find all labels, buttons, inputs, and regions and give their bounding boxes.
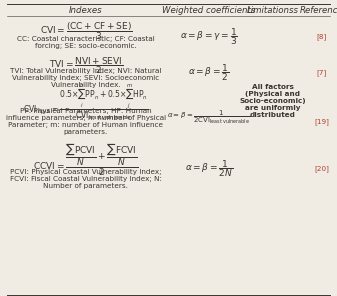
Text: [19]: [19]	[314, 118, 329, 125]
Text: Limitationss: Limitationss	[247, 6, 299, 15]
Text: Reference: Reference	[300, 6, 337, 15]
Text: PCVI: Physical Coastal Vulnerability Index;
FCVI: Fiscal Coastal Vulnerability I: PCVI: Physical Coastal Vulnerability Ind…	[10, 169, 162, 189]
Text: All factors
(Physical and
Socio-economic)
are uniformly
distributed: All factors (Physical and Socio-economic…	[240, 84, 306, 118]
Text: [8]: [8]	[317, 34, 327, 40]
Text: $\mathrm{CVI}=\dfrac{(\mathrm{CC+CF+SE})}{3}$: $\mathrm{CVI}=\dfrac{(\mathrm{CC+CF+SE})…	[39, 20, 132, 42]
Text: $\alpha=\beta=\dfrac{1}{2}$: $\alpha=\beta=\dfrac{1}{2}$	[188, 62, 230, 83]
Text: $\alpha=\beta=\dfrac{1}{2N}$: $\alpha=\beta=\dfrac{1}{2N}$	[185, 158, 233, 179]
Text: [7]: [7]	[317, 69, 327, 76]
Text: TVI: Total Vulnerability Index; NVI: Natural
Vulnerability Index; SEVI: Socioeco: TVI: Total Vulnerability Index; NVI: Nat…	[10, 68, 162, 88]
Text: [20]: [20]	[314, 165, 329, 172]
Text: $\alpha=\beta=\dfrac{1}{2\mathrm{CVI_{least\,vulnerable}}}$: $\alpha=\beta=\dfrac{1}{2\mathrm{CVI_{le…	[167, 108, 251, 126]
Text: $\mathrm{TVI}=\dfrac{\mathrm{NVI+SEVI}}{2}$: $\mathrm{TVI}=\dfrac{\mathrm{NVI+SEVI}}{…	[49, 55, 123, 75]
Text: $\alpha=\beta=\gamma=\dfrac{1}{3}$: $\alpha=\beta=\gamma=\dfrac{1}{3}$	[180, 27, 238, 47]
Text: $\mathrm{CCVI}=\dfrac{\dfrac{\sum\mathrm{PCVI}}{N}+\dfrac{\sum\mathrm{FCVI}}{N}}: $\mathrm{CCVI}=\dfrac{\dfrac{\sum\mathrm…	[33, 141, 139, 178]
Text: Indexes: Indexes	[69, 6, 103, 15]
Text: Weighted coefficients: Weighted coefficients	[162, 6, 256, 15]
Text: $\mathrm{CVI_{input}}=\dfrac{0.5{\times}\sum_i^n\mathrm{PP}_n+0.5{\times}\sum_j^: $\mathrm{CVI_{input}}=\dfrac{0.5{\times}…	[23, 82, 149, 122]
Text: CC: Coastal characteristic; CF: Coastal
forcing; SE: socio-economic.: CC: Coastal characteristic; CF: Coastal …	[17, 36, 155, 49]
Text: PP: Physical Parameters; HP: Human
influence parameters; n: number of Physical
P: PP: Physical Parameters; HP: Human influ…	[6, 108, 166, 135]
